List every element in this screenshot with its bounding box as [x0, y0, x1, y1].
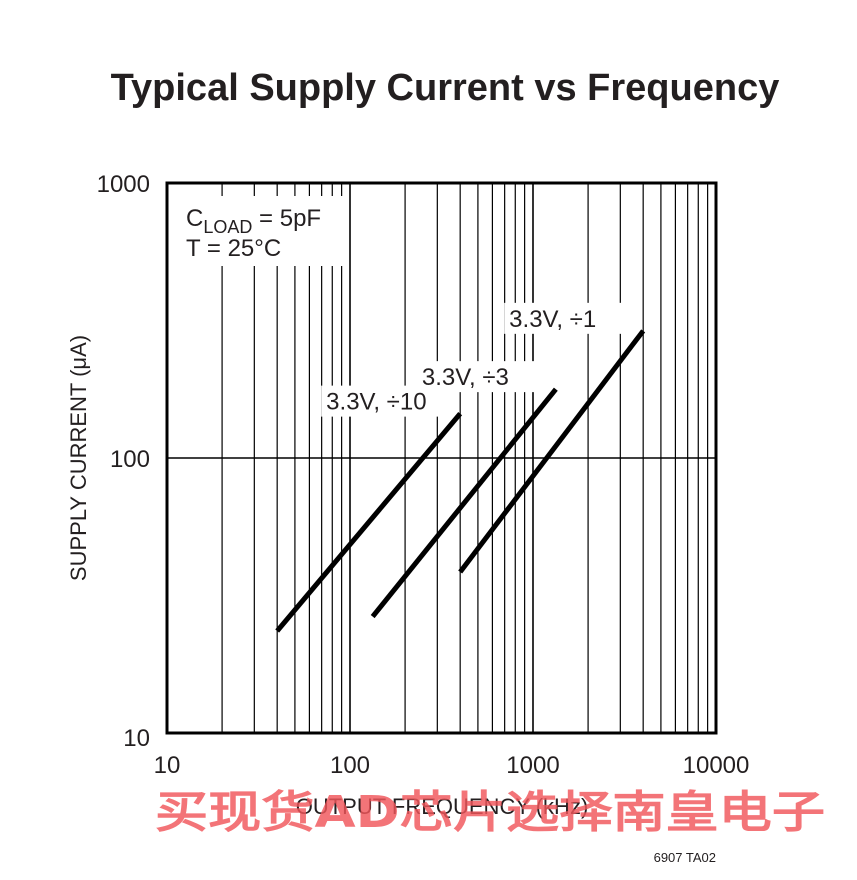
y-axis-label: SUPPLY CURRENT (μA) [66, 335, 91, 581]
series-label-3: 3.3V, ÷1 [509, 306, 596, 333]
x-tick-label: 10 [154, 752, 181, 779]
y-tick-label: 10 [123, 725, 150, 752]
series-label-background [504, 302, 627, 334]
series-line-1 [275, 412, 463, 633]
temperature-text: T = 25°C [186, 235, 281, 262]
x-axis-label: OUTPUT FREQUENCY (kHz) [296, 794, 589, 819]
plot-frame [165, 181, 718, 735]
x-tick-label: 1000 [506, 752, 559, 779]
x-tick-label: 10000 [683, 752, 750, 779]
series-label-background [416, 361, 539, 393]
watermark: 买现货AD芯片选择南皇电子 [155, 787, 825, 838]
series-label-1: 3.3V, ÷10 [326, 389, 426, 416]
figure-code: 6907 TA02 [654, 850, 716, 865]
x-tick-labels: 10 100 1000 10000 [154, 752, 750, 779]
y-tick-labels: 10 100 1000 [97, 171, 150, 752]
load-capacitance-text: CLOAD = 5pF [186, 205, 321, 237]
condition-annotation: CLOAD = 5pF T = 25°C [179, 196, 343, 266]
annotation-background [179, 196, 343, 266]
series-label-2: 3.3V, ÷3 [422, 364, 509, 391]
load-capacitance-symbol: C [186, 205, 203, 232]
load-capacitance-subscript: LOAD [203, 217, 252, 237]
chart-title: Typical Supply Current vs Frequency [111, 67, 780, 109]
x-tick-label: 100 [330, 752, 370, 779]
grid [167, 183, 716, 733]
y-tick-label: 1000 [97, 171, 150, 198]
series-line-3 [458, 329, 646, 574]
series-labels: 3.3V, ÷103.3V, ÷3 3.3V, ÷1 [321, 302, 627, 417]
y-tick-label: 100 [110, 446, 150, 473]
series-lines [275, 329, 646, 633]
load-capacitance-value: = 5pF [252, 205, 321, 232]
series-line-2 [370, 387, 558, 619]
